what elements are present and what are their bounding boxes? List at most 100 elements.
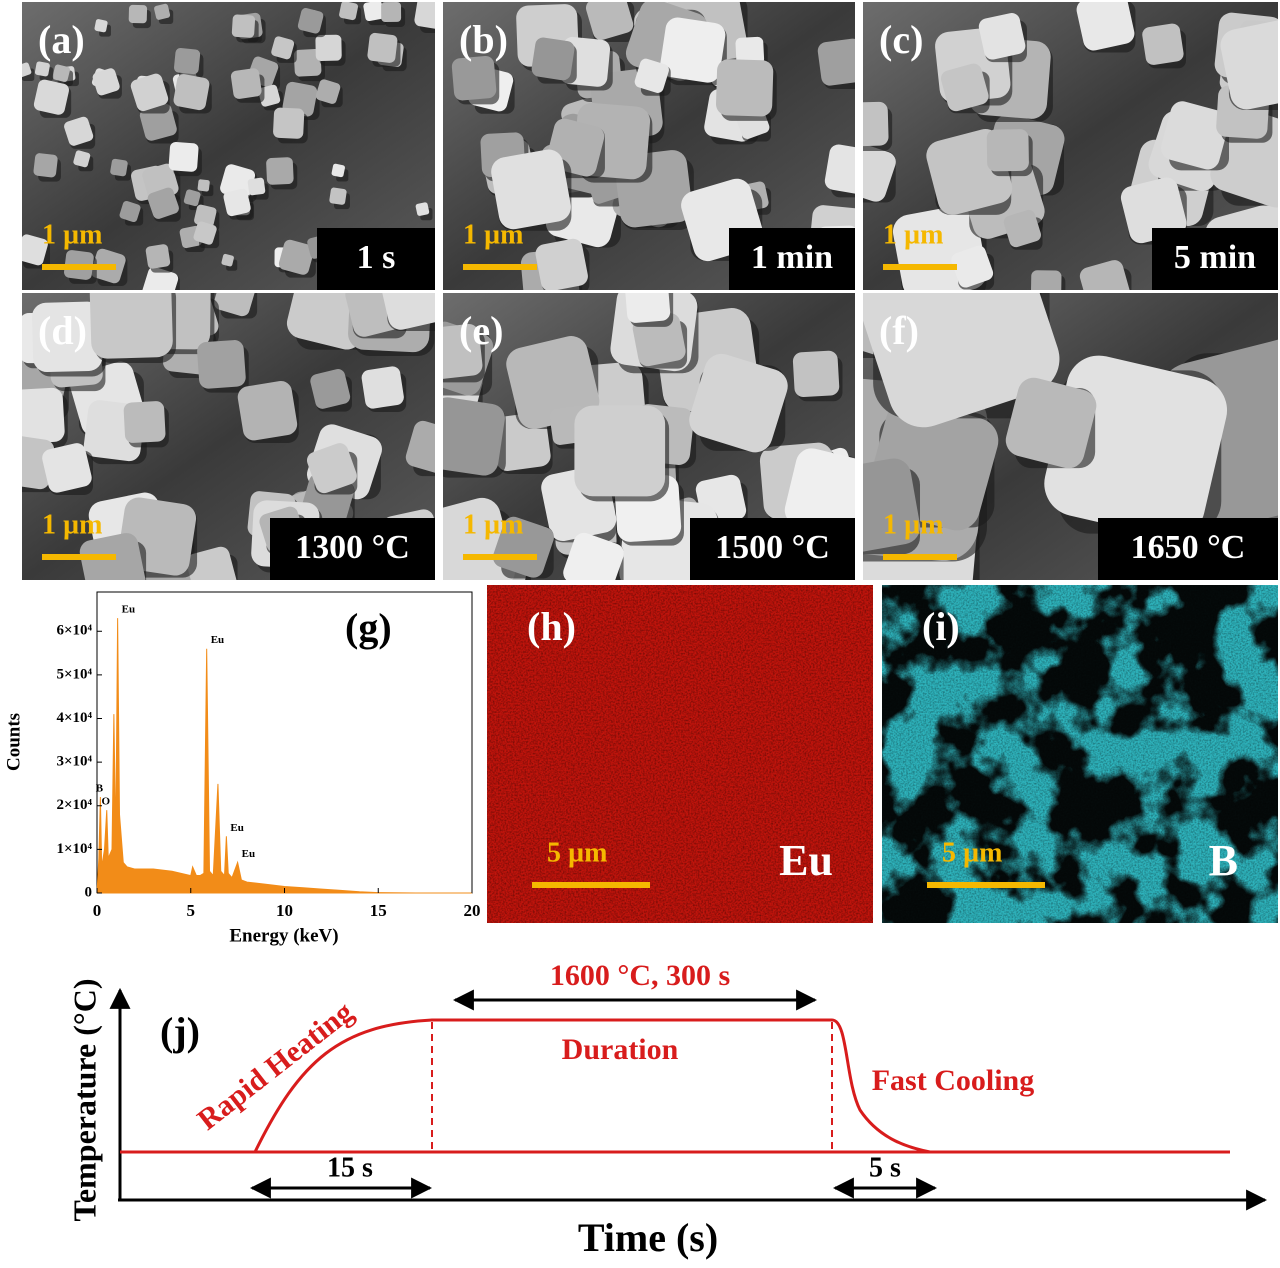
grain bbox=[168, 141, 199, 172]
grain bbox=[197, 340, 246, 389]
grain bbox=[94, 19, 108, 33]
peak-label: B bbox=[96, 783, 104, 795]
grain bbox=[716, 59, 774, 117]
grain bbox=[183, 189, 201, 207]
grain bbox=[634, 58, 669, 93]
grain bbox=[282, 81, 318, 117]
grain bbox=[266, 157, 294, 185]
grain bbox=[221, 253, 234, 267]
grain bbox=[381, 2, 402, 23]
grain bbox=[315, 79, 341, 104]
grain bbox=[405, 420, 435, 475]
grain bbox=[33, 153, 58, 178]
grain bbox=[563, 532, 624, 580]
grain bbox=[142, 267, 179, 290]
grain bbox=[42, 443, 92, 493]
x-tick-label: 20 bbox=[464, 901, 481, 920]
grain bbox=[223, 188, 251, 217]
grain bbox=[110, 158, 128, 177]
grain bbox=[1005, 377, 1097, 469]
grain bbox=[443, 397, 505, 476]
grain bbox=[22, 435, 55, 490]
grain bbox=[273, 107, 305, 139]
sem-image: (e) 1500 °C 1 µm bbox=[443, 293, 855, 580]
condition-box bbox=[729, 228, 855, 290]
grain bbox=[951, 245, 994, 288]
interval-label: 5 s bbox=[869, 1152, 901, 1183]
panel-label: (c) bbox=[879, 17, 923, 62]
grain bbox=[154, 3, 171, 20]
condition-label: 1650 °C bbox=[1131, 529, 1246, 566]
grain bbox=[278, 239, 314, 275]
grain bbox=[123, 401, 166, 443]
grain bbox=[22, 62, 32, 77]
grain bbox=[32, 301, 103, 373]
plot-frame bbox=[96, 591, 473, 894]
grain bbox=[414, 2, 435, 30]
grain bbox=[22, 387, 65, 444]
panel-label: (g) bbox=[345, 605, 392, 650]
y-tick-label: 0 bbox=[85, 884, 93, 900]
grain bbox=[247, 177, 266, 196]
sem-content bbox=[443, 2, 855, 290]
scale-bar bbox=[42, 264, 116, 270]
sem-image: (d) 1300 °C 1 µm bbox=[22, 293, 435, 580]
peak-label: Eu bbox=[211, 634, 224, 646]
condition-label: 1 s bbox=[357, 239, 396, 276]
grain bbox=[978, 13, 1026, 60]
scale-label: 5 µm bbox=[547, 837, 607, 868]
sem-image: (f) 1650 °C 1 µm bbox=[863, 293, 1278, 580]
condition-label: 5 min bbox=[1174, 239, 1256, 276]
grain bbox=[231, 14, 256, 38]
x-tick-label: 15 bbox=[370, 901, 387, 920]
sem-content bbox=[22, 2, 435, 290]
element-label: B bbox=[1209, 836, 1238, 885]
peak-label: Eu bbox=[230, 822, 243, 834]
grain bbox=[52, 64, 70, 82]
panel-label: (h) bbox=[527, 604, 576, 649]
stage-label: Fast Cooling bbox=[872, 1064, 1035, 1097]
grain bbox=[34, 61, 50, 77]
grain bbox=[817, 38, 855, 86]
y-tick-label: 5×10⁴ bbox=[56, 666, 92, 682]
grain bbox=[1079, 260, 1131, 290]
grain bbox=[824, 144, 855, 195]
sem-image: (c) 5 min 1 µm bbox=[863, 2, 1278, 290]
grain bbox=[297, 8, 324, 34]
grain bbox=[986, 129, 1029, 172]
condition-box bbox=[1152, 228, 1278, 290]
x-tick-label: 5 bbox=[187, 901, 196, 920]
x-axis-label: Energy (keV) bbox=[229, 925, 338, 946]
hold-label: 1600 °C, 300 s bbox=[550, 959, 730, 992]
grain bbox=[531, 37, 575, 81]
panel-label: (d) bbox=[38, 308, 87, 353]
y-tick-label: 3×10⁴ bbox=[56, 754, 92, 770]
condition-box bbox=[317, 228, 435, 290]
grain bbox=[574, 405, 666, 497]
peak-label: O bbox=[101, 796, 110, 808]
y-tick-label: 4×10⁴ bbox=[56, 710, 92, 726]
grain bbox=[863, 293, 1060, 428]
grain bbox=[585, 2, 634, 40]
grain bbox=[230, 68, 262, 99]
peak-label: Eu bbox=[122, 604, 135, 616]
stage-label: Duration bbox=[562, 1033, 679, 1066]
grain bbox=[363, 2, 384, 22]
scale-label: 1 µm bbox=[463, 219, 523, 250]
grain bbox=[625, 293, 671, 323]
grain bbox=[1076, 2, 1135, 51]
sem-image: (b) 1 min 1 µm bbox=[443, 2, 855, 290]
scale-bar bbox=[463, 554, 537, 560]
panel-label: (j) bbox=[160, 1009, 200, 1054]
y-tick-label: 1×10⁴ bbox=[56, 841, 92, 857]
scale-bar bbox=[463, 264, 537, 270]
element-map: (h) Eu 5 µm bbox=[487, 585, 873, 923]
grain bbox=[119, 201, 141, 222]
grain bbox=[784, 448, 855, 537]
scale-label: 1 µm bbox=[42, 509, 102, 540]
grain bbox=[293, 49, 322, 77]
grain bbox=[940, 63, 989, 112]
grain bbox=[361, 366, 404, 409]
grain bbox=[367, 32, 398, 63]
